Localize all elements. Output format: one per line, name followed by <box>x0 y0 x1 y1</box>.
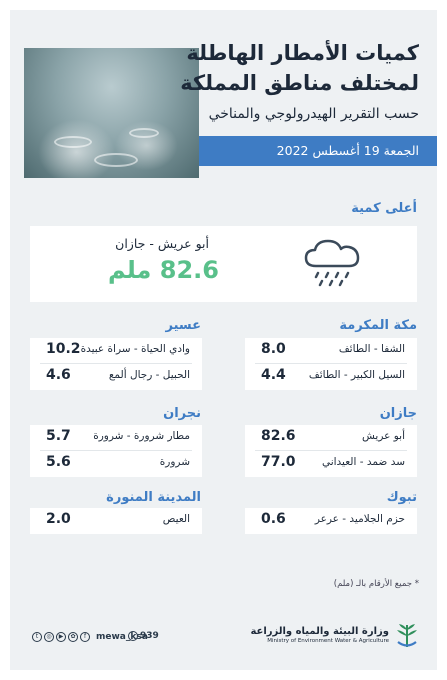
station-name: العيص <box>162 513 190 525</box>
region-name: مكة المكرمة <box>339 318 417 333</box>
highest-card: أبو عريش - جازان 82.6 ملم <box>30 226 417 302</box>
region-card-madinah: العيص 2.0 <box>30 508 202 534</box>
water-splash <box>54 136 92 148</box>
region-card-asir: وادي الحياة - سراة عبيدة 10.2 الحبيل - ر… <box>30 338 202 390</box>
water-splash <box>129 128 159 138</box>
social-handle[interactable]: mewa_ksa <box>96 632 148 642</box>
region-name: نجران <box>163 406 201 421</box>
facebook-icon[interactable]: f <box>80 632 90 642</box>
station-name: شرورة <box>159 456 190 468</box>
station-row: الحبيل - رجال ألمع 4.6 <box>30 364 202 388</box>
station-value: 0.6 <box>261 511 286 527</box>
region-card-tabuk: حزم الجلاميد - عرعر 0.6 <box>245 508 417 534</box>
station-row: العيص 2.0 <box>30 508 202 532</box>
region-name: جازان <box>379 406 417 421</box>
station-value: 4.6 <box>46 367 71 383</box>
date-bar: الجمعة 19 أغسطس 2022 <box>199 136 437 166</box>
station-value: 5.6 <box>46 454 71 470</box>
station-row: أبو عريش 82.6 <box>245 425 417 451</box>
instagram-icon[interactable]: ◎ <box>44 632 54 642</box>
region-card-jazan: أبو عريش 82.6 سد ضمد - العيداني 77.0 <box>245 425 417 477</box>
station-row: السيل الكبير - الطائف 4.4 <box>245 364 417 388</box>
row-divider <box>40 363 192 364</box>
station-value: 2.0 <box>46 511 71 527</box>
station-row: وادي الحياة - سراة عبيدة 10.2 <box>30 338 202 364</box>
station-value: 8.0 <box>261 341 286 357</box>
station-value: 82.6 <box>261 428 296 444</box>
station-name: السيل الكبير - الطائف <box>308 369 405 381</box>
rain-photo <box>24 48 199 178</box>
highest-value: 82.6 ملم <box>107 256 219 284</box>
units-footnote: * جميع الأرقام بالـ (ملم) <box>333 579 419 589</box>
region-card-najran: مطار شرورة - شرورة 5.7 شرورة 5.6 <box>30 425 202 477</box>
youtube-icon[interactable]: ▶ <box>56 632 66 642</box>
station-name: سد ضمد - العيداني <box>321 456 405 468</box>
row-divider <box>40 450 192 451</box>
station-name: الحبيل - رجال ألمع <box>108 369 190 381</box>
report-date: الجمعة 19 أغسطس 2022 <box>276 143 419 158</box>
row-divider <box>255 450 407 451</box>
station-value: 10.2 <box>46 341 81 357</box>
ministry-name: وزارة البيئة والمياه والزراعة Ministry o… <box>250 626 389 644</box>
region-name: عسير <box>165 318 201 333</box>
station-value: 77.0 <box>261 454 296 470</box>
row-divider <box>255 363 407 364</box>
region-card-makkah: الشفا - الطائف 8.0 السيل الكبير - الطائف… <box>245 338 417 390</box>
station-row: مطار شرورة - شرورة 5.7 <box>30 425 202 451</box>
station-row: شرورة 5.6 <box>30 451 202 475</box>
station-value: 4.4 <box>261 367 286 383</box>
station-name: حزم الجلاميد - عرعر <box>314 513 405 525</box>
twitter-icon[interactable]: t <box>32 632 42 642</box>
station-row: سد ضمد - العيداني 77.0 <box>245 451 417 475</box>
infographic: كميات الأمطار الهاطلة لمختلف مناطق الممل… <box>10 10 437 670</box>
station-row: الشفا - الطائف 8.0 <box>245 338 417 364</box>
region-name: المدينة المنورة <box>106 490 201 505</box>
station-name: وادي الحياة - سراة عبيدة <box>80 343 190 355</box>
water-splash <box>94 153 138 167</box>
ministry-logo-icon <box>397 624 417 647</box>
rain-cloud-icon <box>304 239 360 287</box>
snapchat-icon[interactable]: ✿ <box>68 632 78 642</box>
page-title: كميات الأمطار الهاطلة لمختلف مناطق الممل… <box>180 41 419 95</box>
page-subtitle: حسب التقرير الهيدرولوجي والمناخي <box>208 106 419 122</box>
station-name: أبو عريش <box>362 430 405 442</box>
highest-place: أبو عريش - جازان <box>115 236 209 251</box>
region-name: تبوك <box>386 490 417 505</box>
station-row: حزم الجلاميد - عرعر 0.6 <box>245 508 417 532</box>
phone-icon <box>128 631 138 641</box>
station-name: الشفا - الطائف <box>338 343 405 355</box>
phone-number[interactable]: 939 <box>140 631 159 641</box>
station-name: مطار شرورة - شرورة <box>93 430 190 442</box>
station-value: 5.7 <box>46 428 71 444</box>
social-links: t ◎ ▶ ✿ f mewa_ksa <box>32 630 148 644</box>
highest-label: أعلى كمية <box>351 201 417 216</box>
